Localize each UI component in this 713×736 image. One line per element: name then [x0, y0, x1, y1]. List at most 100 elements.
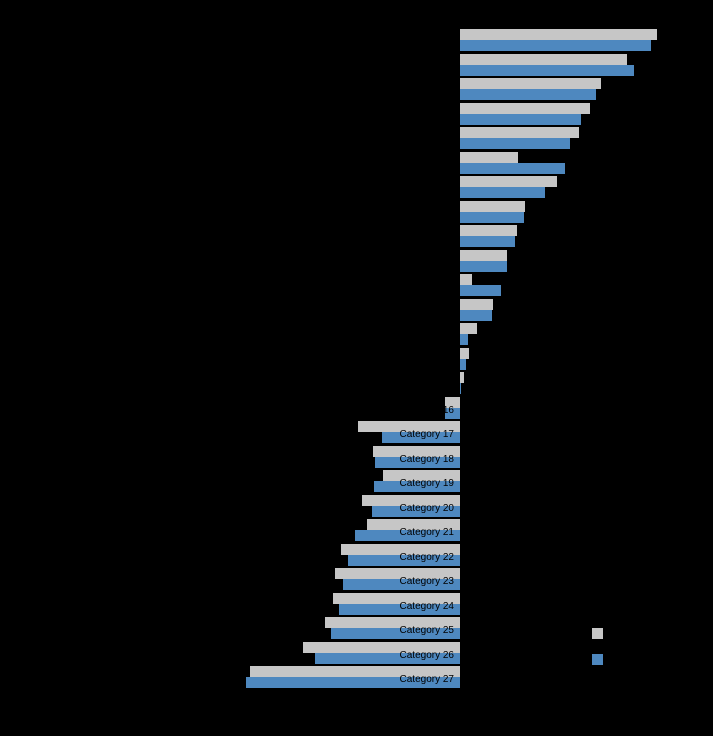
- bar-series-2[interactable]: [355, 530, 460, 541]
- bar-row: Category 1: [0, 29, 713, 51]
- bar-row: Category 13: [0, 323, 713, 345]
- bar-series-1[interactable]: [333, 592, 460, 604]
- bar-series-1[interactable]: [303, 641, 460, 653]
- bar-row: Category 4: [0, 102, 713, 125]
- bar-series-1[interactable]: [335, 568, 460, 579]
- category-label: Category 1: [405, 37, 454, 48]
- bar-series-1[interactable]: [460, 298, 493, 310]
- category-label: Category 12: [399, 306, 454, 318]
- bar-row: Category 16: [0, 396, 713, 419]
- bar-series-1[interactable]: [460, 29, 657, 40]
- bar-series-1[interactable]: [460, 249, 507, 261]
- bar-row: Category 25: [0, 617, 713, 639]
- bar-row: Category 23: [0, 568, 713, 590]
- category-label: Category 18: [399, 453, 454, 465]
- bar-series-1[interactable]: [373, 445, 460, 457]
- bar-row: Category 21: [0, 519, 713, 541]
- bar-series-2[interactable]: [460, 358, 466, 370]
- bar-series-1[interactable]: [460, 102, 590, 114]
- bar-series-2[interactable]: [460, 40, 651, 51]
- legend-entry-series-1[interactable]: Series 1: [592, 626, 710, 652]
- category-label: Category 7: [405, 184, 454, 195]
- bar-series-1[interactable]: [460, 323, 477, 334]
- bar-series-2[interactable]: [460, 138, 570, 149]
- bar-series-2[interactable]: [460, 260, 507, 272]
- bar-row: Category 11: [0, 274, 713, 296]
- bar-series-2[interactable]: [460, 64, 634, 76]
- bar-series-2[interactable]: [460, 89, 596, 100]
- category-label: Category 23: [399, 576, 454, 587]
- category-label: Category 24: [399, 600, 454, 612]
- category-label: Category 6: [405, 159, 454, 171]
- bar-series-2[interactable]: [445, 407, 460, 419]
- category-label: Category 11: [400, 282, 454, 293]
- bar-series-1[interactable]: [362, 494, 460, 506]
- bar-series-1[interactable]: [250, 666, 460, 677]
- bar-row: Category 2: [0, 53, 713, 76]
- bar-series-2[interactable]: [339, 603, 460, 615]
- bar-row: Category 15: [0, 372, 713, 394]
- category-label: Category 3: [405, 86, 454, 97]
- category-label: Category 8: [405, 208, 454, 220]
- bar-row: Category 27: [0, 666, 713, 688]
- bar-series-1[interactable]: [445, 396, 460, 408]
- bar-series-1[interactable]: [383, 470, 460, 481]
- bar-row: Category 17: [0, 421, 713, 443]
- category-label: Category 17: [399, 429, 454, 440]
- category-label: Category 13: [399, 331, 454, 342]
- bar-row: Category 9: [0, 225, 713, 247]
- bar-series-1[interactable]: [460, 274, 472, 285]
- bar-series-1[interactable]: [460, 372, 464, 383]
- bar-series-2[interactable]: [460, 162, 565, 174]
- legend-label-series-1: Series 1: [610, 627, 647, 638]
- category-label: Category 26: [399, 649, 454, 661]
- bar-series-2[interactable]: [460, 334, 468, 345]
- legend-entry-series-2[interactable]: Series 2: [592, 652, 710, 678]
- bar-series-1[interactable]: [460, 53, 627, 65]
- bar-series-1[interactable]: [341, 543, 460, 555]
- legend-swatch-series-1-icon: [592, 628, 603, 639]
- bar-series-2[interactable]: [372, 505, 460, 517]
- bar-series-1[interactable]: [460, 176, 557, 187]
- bar-row: Category 6: [0, 151, 713, 174]
- bar-row: Category 7: [0, 176, 713, 198]
- category-label: Category 9: [405, 233, 454, 244]
- bar-row: Category 19: [0, 470, 713, 492]
- bar-series-2[interactable]: [460, 309, 492, 321]
- category-label: Category 5: [405, 135, 454, 146]
- bar-series-2[interactable]: [460, 383, 461, 394]
- bar-series-2[interactable]: [315, 652, 460, 664]
- category-label: Category 16: [399, 404, 454, 416]
- bar-series-2[interactable]: [460, 236, 515, 247]
- bar-series-2[interactable]: [460, 187, 545, 198]
- category-label: Category 2: [405, 61, 454, 73]
- bar-series-1[interactable]: [460, 347, 469, 359]
- bar-row: Category 12: [0, 298, 713, 321]
- category-label: Category 19: [399, 478, 454, 489]
- bar-series-2[interactable]: [246, 677, 460, 688]
- bar-series-2[interactable]: [348, 554, 460, 566]
- bar-series-2[interactable]: [382, 432, 460, 443]
- bar-series-2[interactable]: [460, 285, 501, 296]
- bar-series-2[interactable]: [460, 211, 524, 223]
- bar-series-2[interactable]: [374, 481, 460, 492]
- chart-legend: Series 1 Series 2: [592, 626, 710, 678]
- category-label: Category 25: [399, 625, 454, 636]
- bar-series-1[interactable]: [460, 127, 579, 138]
- bar-series-1[interactable]: [367, 519, 460, 530]
- bar-series-1[interactable]: [460, 225, 517, 236]
- bar-series-1[interactable]: [325, 617, 460, 628]
- bar-series-2[interactable]: [331, 628, 460, 639]
- bar-series-1[interactable]: [358, 421, 460, 432]
- bar-row: Category 20: [0, 494, 713, 517]
- bar-series-1[interactable]: [460, 78, 601, 89]
- bar-series-1[interactable]: [460, 200, 525, 212]
- bar-series-1[interactable]: [460, 151, 518, 163]
- bar-series-2[interactable]: [375, 456, 460, 468]
- bar-row: Category 22: [0, 543, 713, 566]
- bar-row: Category 18: [0, 445, 713, 468]
- bar-series-2[interactable]: [343, 579, 460, 590]
- bar-series-2[interactable]: [460, 113, 581, 125]
- bar-row: Category 24: [0, 592, 713, 615]
